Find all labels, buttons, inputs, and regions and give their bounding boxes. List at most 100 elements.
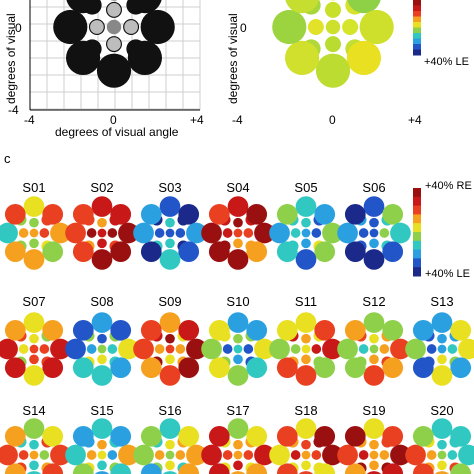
map-dot <box>311 450 322 460</box>
stimulus-dot <box>285 0 319 14</box>
top-left-stimulus-dots <box>53 0 175 88</box>
top-left-x-axis-label: degrees of visual angle <box>55 125 179 139</box>
map-dot <box>50 222 71 244</box>
map-dot <box>26 471 42 474</box>
map-dot <box>379 344 390 354</box>
map-dot <box>110 425 132 447</box>
colorbar-segment <box>413 214 421 224</box>
map-dot <box>301 460 311 471</box>
map-dot <box>178 241 200 263</box>
subject-label: S13 <box>430 294 454 309</box>
map-dot <box>311 228 322 238</box>
map-dot <box>295 196 317 217</box>
top-right-y-axis-label: degrees of visual <box>226 13 240 104</box>
map-dot <box>140 463 162 474</box>
stimulus-dot <box>96 53 132 88</box>
map-dot <box>322 222 343 244</box>
map-dot <box>290 228 301 238</box>
map-dot <box>4 425 26 447</box>
top-right-x-tick-min: -4 <box>232 113 243 127</box>
map-dot <box>50 444 71 466</box>
subject-map <box>133 312 207 386</box>
map-dot <box>23 196 45 217</box>
map-dot <box>246 319 268 341</box>
map-center-dot <box>233 344 243 354</box>
map-dot <box>39 228 50 238</box>
map-dot <box>72 463 94 474</box>
map-dot <box>42 241 64 263</box>
map-dot <box>29 460 39 471</box>
map-dot <box>159 249 181 270</box>
map-dot <box>91 249 113 270</box>
map-dot <box>358 344 369 354</box>
map-dot <box>254 222 275 244</box>
map-dot <box>208 319 230 341</box>
map-dot <box>110 463 132 474</box>
map-dot <box>311 344 322 354</box>
subject-map <box>269 418 343 474</box>
map-center-dot <box>301 228 311 238</box>
map-dot <box>447 344 458 354</box>
subject-label: S06 <box>362 180 386 195</box>
map-dot <box>107 344 118 354</box>
map-center-dot <box>437 344 447 354</box>
map-dot <box>86 450 97 460</box>
map-center-dot <box>301 450 311 460</box>
stimulus-dot <box>325 1 341 18</box>
map-center-dot <box>369 450 379 460</box>
panel-c-colorbar <box>413 188 421 277</box>
map-dot <box>159 418 181 439</box>
map-center-dot <box>437 450 447 460</box>
map-dot <box>4 241 26 263</box>
map-dot <box>276 357 298 379</box>
map-dot <box>178 463 200 474</box>
map-dot <box>369 354 379 365</box>
map-dot <box>434 471 450 474</box>
map-center-dot <box>369 228 379 238</box>
top-left-y-tick-zero: 0 <box>15 21 22 35</box>
map-dot <box>86 228 97 238</box>
map-dot <box>230 471 246 474</box>
colorbar-segment <box>413 11 421 17</box>
map-dot <box>94 471 110 474</box>
subject-label: S03 <box>158 180 182 195</box>
map-dot <box>18 228 29 238</box>
colorbar-segment <box>413 38 421 45</box>
map-dot <box>369 333 379 344</box>
subject-label: S05 <box>294 180 318 195</box>
map-dot <box>175 450 186 460</box>
map-dot <box>295 418 317 439</box>
stimulus-dot <box>342 19 359 35</box>
map-dot <box>314 319 336 341</box>
map-dot <box>437 439 447 450</box>
map-dot <box>295 249 317 270</box>
map-dot <box>91 196 113 217</box>
map-dot <box>431 312 453 333</box>
map-dot <box>208 203 230 225</box>
map-dot <box>23 418 45 439</box>
map-dot <box>165 217 175 228</box>
top-right-y-tick-zero: 0 <box>240 21 247 35</box>
map-dot <box>39 344 50 354</box>
map-dot <box>72 241 94 263</box>
map-dot <box>344 463 366 474</box>
map-dot <box>110 241 132 263</box>
map-dot <box>107 450 118 460</box>
map-dot <box>23 312 45 333</box>
top-right-colorbar-label: +40% LE <box>424 56 469 68</box>
top-left-x-tick-max: +4 <box>190 113 204 127</box>
map-dot <box>227 196 249 217</box>
map-center-dot <box>233 450 243 460</box>
inner-dot <box>107 3 121 17</box>
map-dot <box>437 354 447 365</box>
subject-label: S19 <box>362 403 386 418</box>
map-dot <box>222 228 233 238</box>
map-dot <box>344 241 366 263</box>
map-dot <box>246 425 268 447</box>
stimulus-dot <box>128 0 162 14</box>
map-dot <box>337 338 358 360</box>
map-dot <box>426 344 437 354</box>
map-center-dot <box>29 228 39 238</box>
map-dot <box>97 333 107 344</box>
